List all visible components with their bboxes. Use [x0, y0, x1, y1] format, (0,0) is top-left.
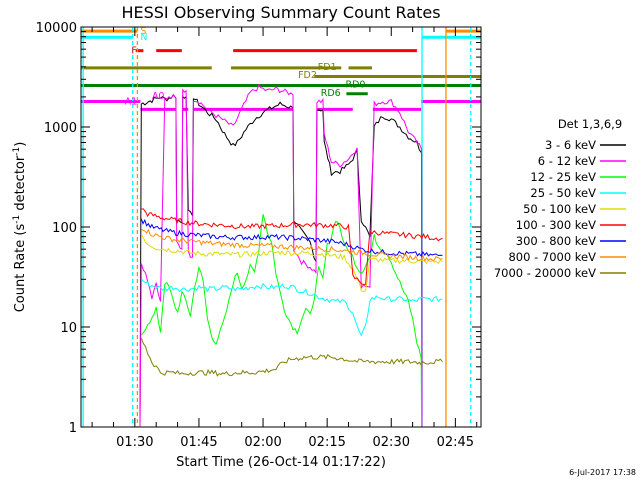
- legend-label-100-300-kev: 100 - 300 keV: [516, 218, 596, 232]
- x-tick-label: 02:45: [437, 435, 474, 450]
- flag-label-f: F: [131, 46, 136, 57]
- flag-label-a1: A1: [125, 96, 138, 107]
- legend: Det 1,3,6,9 3 - 6 keV 6 - 12 keV 12 - 25 k…: [494, 117, 626, 280]
- legend-label-6-12-kev: 6 - 12 keV: [538, 154, 596, 168]
- series-line-100-300-kev: [141, 208, 443, 286]
- flag-label-a0: A0: [152, 91, 165, 102]
- y-tick-label: 100: [52, 221, 77, 236]
- x-axis-label: Start Time (26-Oct-14 01:17:22): [176, 455, 386, 470]
- series-line-7000-20000-kev: [140, 338, 443, 377]
- series-line-50-100-kev: [140, 234, 443, 293]
- y-axis-label-sup2: -1: [12, 147, 22, 156]
- y-axis-label: Count Rate (s-1 detector-1): [12, 142, 28, 313]
- legend-label-50-100-kev: 50 - 100 keV: [523, 202, 596, 216]
- series-line-800-7000-kev: [141, 228, 443, 263]
- legend-label-800-7000-kev: 800 - 7000 keV: [508, 250, 596, 264]
- x-tick-label: 02:00: [244, 435, 281, 450]
- y-tick-label: 1000: [44, 121, 77, 136]
- x-tick-label: 01:30: [116, 435, 153, 450]
- series-line-12-25-kev: [140, 214, 423, 427]
- y-axis-label-part3: ): [13, 142, 28, 147]
- y-tick-label: 10: [60, 321, 77, 336]
- flag-label-fd1: FD1: [318, 62, 337, 73]
- legend-title: Det 1,3,6,9: [558, 117, 622, 131]
- chart-title: HESSI Observing Summary Count Rates: [121, 3, 440, 22]
- y-axis: 1 10 100 1000 10000: [36, 21, 481, 436]
- footer-timestamp: 6-Jul-2017 17:38: [569, 468, 636, 477]
- series-line-3-6-kev: [132, 94, 434, 427]
- legend-label-25-50-kev: 25 - 50 keV: [530, 186, 596, 200]
- x-tick-label: 01:45: [180, 435, 217, 450]
- series-line-25-50-kev: [140, 278, 443, 337]
- x-axis: 01:30 01:45 02:00 02:15 02:30 02:45: [91, 27, 478, 450]
- series-line-6-12-kev: [132, 83, 434, 427]
- legend-label-12-25-kev: 12 - 25 keV: [530, 170, 596, 184]
- flag-label-s: S: [140, 26, 146, 37]
- y-axis-label-part1: Count Rate (s: [13, 224, 28, 313]
- flag-label-fd2: FD2: [298, 70, 317, 81]
- legend-label-7000-20000-kev: 7000 - 20000 keV: [494, 266, 596, 280]
- flag-label-rd6: RD6: [321, 88, 341, 99]
- series-line-300-800-kev: [140, 218, 443, 257]
- y-tick-label: 10000: [36, 21, 77, 36]
- y-axis-label-sup1: -1: [12, 215, 22, 224]
- y-tick-label: 1: [69, 421, 77, 436]
- flag-label-rd0: RD0: [346, 80, 366, 91]
- series-layer: [132, 83, 443, 427]
- x-tick-label: 02:30: [373, 435, 410, 450]
- flag-label-n: N: [140, 32, 147, 43]
- legend-label-300-800-kev: 300 - 800 keV: [516, 234, 596, 248]
- y-axis-label-part2: detector: [13, 155, 28, 215]
- x-tick-label: 02:15: [308, 435, 345, 450]
- flags-layer: [81, 29, 481, 111]
- legend-label-3-6-kev: 3 - 6 keV: [545, 138, 596, 152]
